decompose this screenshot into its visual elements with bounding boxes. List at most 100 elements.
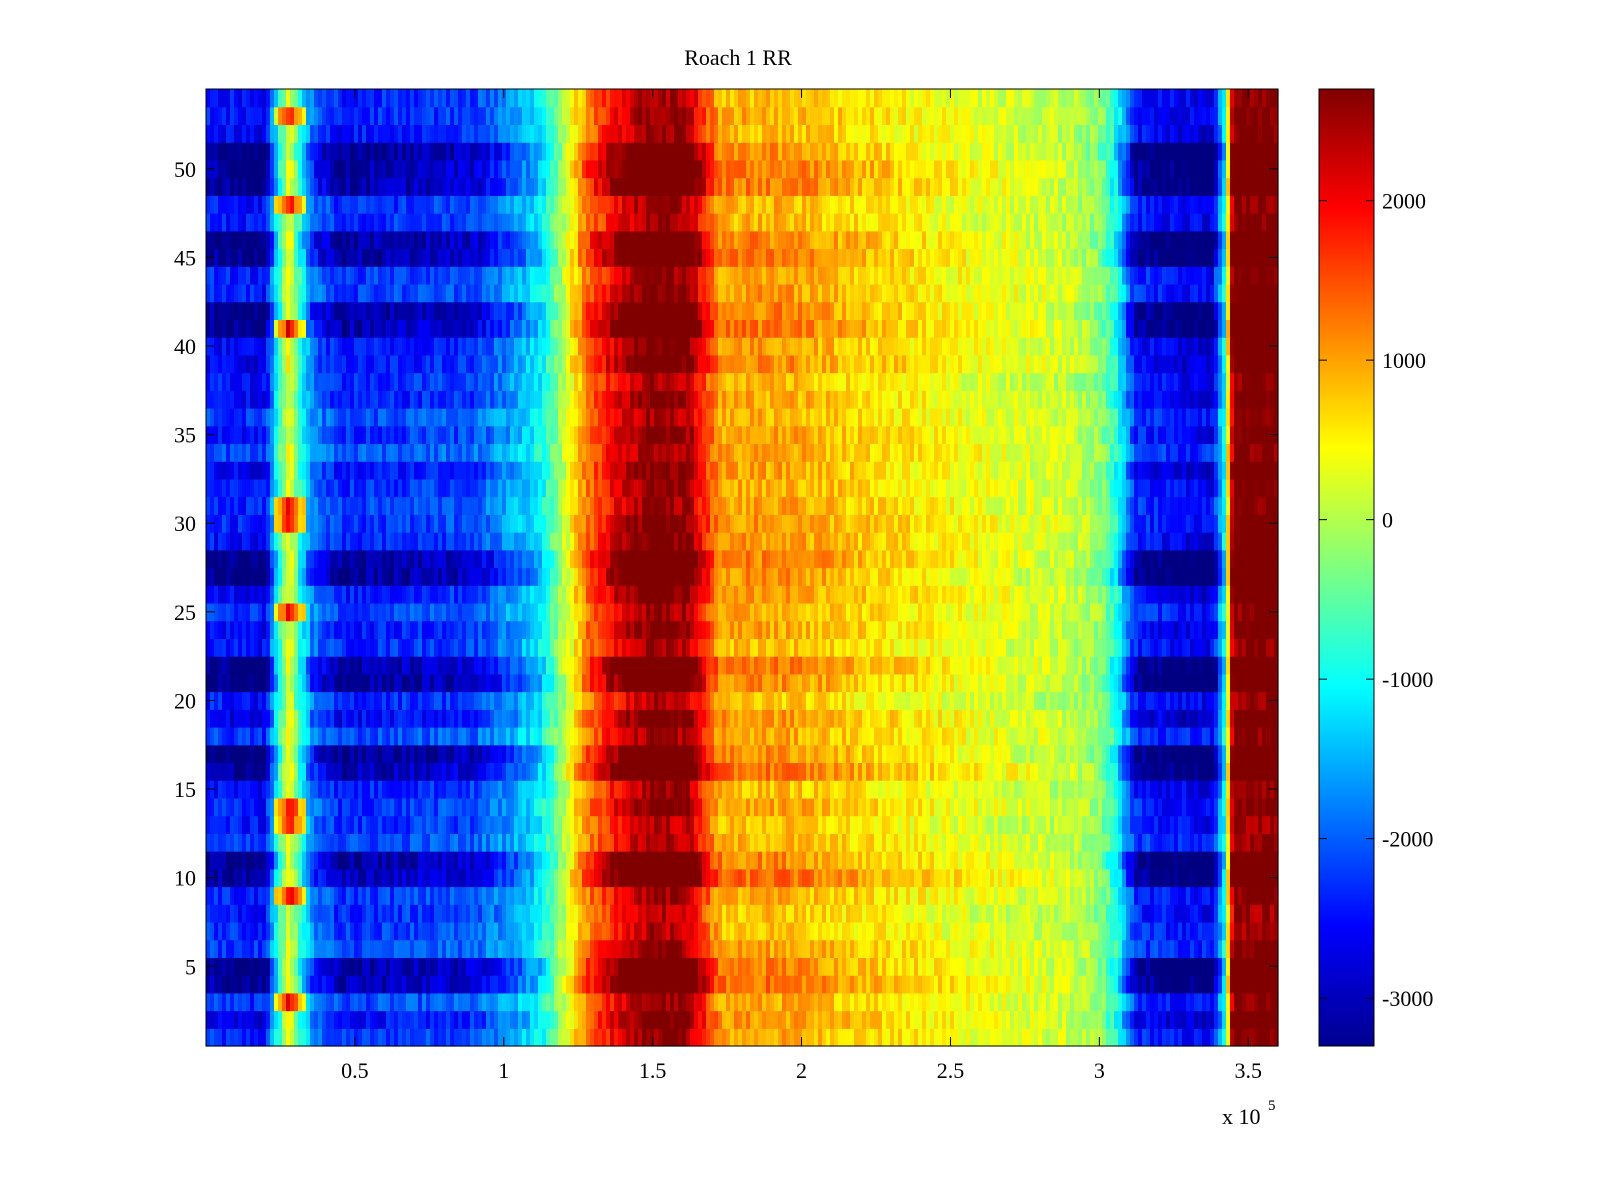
heatmap-cell bbox=[422, 1010, 427, 1029]
heatmap-cell bbox=[878, 957, 883, 976]
heatmap-cell bbox=[846, 744, 851, 764]
heatmap-cell bbox=[458, 851, 463, 870]
heatmap-cell bbox=[342, 762, 347, 781]
heatmap-cell bbox=[1042, 744, 1047, 764]
heatmap-cell bbox=[606, 797, 611, 817]
heatmap-cell bbox=[846, 709, 851, 728]
heatmap-cell bbox=[638, 1028, 643, 1047]
heatmap-cell bbox=[802, 744, 807, 764]
heatmap-cell bbox=[718, 904, 723, 923]
heatmap-cell bbox=[694, 957, 699, 976]
heatmap-cell bbox=[262, 904, 267, 923]
heatmap-cell bbox=[306, 709, 311, 728]
heatmap-cell bbox=[830, 833, 835, 852]
heatmap-cell bbox=[458, 868, 463, 888]
heatmap-cell bbox=[630, 992, 635, 1012]
heatmap-cell bbox=[242, 780, 247, 799]
heatmap-cell bbox=[610, 1010, 615, 1029]
heatmap-cell bbox=[1006, 797, 1011, 817]
heatmap-cell bbox=[1110, 744, 1115, 764]
heatmap-cell bbox=[282, 833, 287, 852]
heatmap-cell bbox=[758, 957, 763, 976]
heatmap-cell bbox=[1194, 886, 1199, 905]
heatmap-cell bbox=[334, 868, 339, 888]
heatmap-cell bbox=[778, 815, 783, 834]
heatmap-cell bbox=[1262, 1010, 1267, 1029]
heatmap-cell bbox=[374, 780, 379, 799]
heatmap-cell bbox=[390, 851, 395, 870]
heatmap-cell bbox=[398, 744, 403, 764]
heatmap-cell bbox=[786, 921, 791, 941]
heatmap-cell bbox=[938, 797, 943, 817]
heatmap-cell bbox=[1226, 780, 1231, 799]
heatmap-cell bbox=[422, 868, 427, 888]
heatmap-cell bbox=[778, 886, 783, 905]
heatmap-cell bbox=[322, 868, 327, 888]
heatmap-cell bbox=[526, 851, 531, 870]
heatmap-cell bbox=[1018, 1010, 1023, 1029]
heatmap-cell bbox=[1066, 886, 1071, 905]
heatmap-cell bbox=[1242, 797, 1247, 817]
heatmap-cell bbox=[314, 727, 319, 746]
heatmap-cell bbox=[1134, 1028, 1139, 1047]
heatmap-cell bbox=[778, 744, 783, 764]
heatmap-cell bbox=[494, 851, 499, 870]
heatmap-cell bbox=[614, 833, 619, 852]
heatmap-cell bbox=[446, 1028, 451, 1047]
heatmap-cell bbox=[618, 727, 623, 746]
heatmap-cell bbox=[1026, 992, 1031, 1012]
heatmap-cell bbox=[1246, 992, 1251, 1012]
heatmap-cell bbox=[394, 815, 399, 834]
heatmap-cell bbox=[642, 833, 647, 852]
heatmap-cell bbox=[602, 709, 607, 728]
heatmap-cell bbox=[250, 709, 255, 728]
heatmap-cell bbox=[350, 709, 355, 728]
heatmap-cell bbox=[422, 904, 427, 923]
heatmap-cell bbox=[622, 992, 627, 1012]
heatmap-cell bbox=[642, 851, 647, 870]
heatmap-cell bbox=[270, 744, 275, 764]
heatmap-cell bbox=[1030, 1010, 1035, 1029]
heatmap-cell bbox=[538, 727, 543, 746]
heatmap-cell bbox=[866, 815, 871, 834]
heatmap-cell bbox=[1086, 886, 1091, 905]
heatmap-cell bbox=[934, 815, 939, 834]
heatmap-cell bbox=[650, 744, 655, 764]
heatmap-cell bbox=[222, 833, 227, 852]
heatmap-cell bbox=[266, 939, 271, 958]
heatmap-cell bbox=[758, 833, 763, 852]
heatmap-cell bbox=[422, 727, 427, 746]
heatmap-cell bbox=[346, 868, 351, 888]
heatmap-cell bbox=[622, 780, 627, 799]
heatmap-cell bbox=[1074, 744, 1079, 764]
heatmap-cell bbox=[650, 780, 655, 799]
heatmap-cell bbox=[754, 1010, 759, 1029]
heatmap-cell bbox=[262, 833, 267, 852]
heatmap-cell bbox=[382, 1028, 387, 1047]
heatmap-cell bbox=[498, 975, 503, 994]
heatmap-cell bbox=[1158, 1010, 1163, 1029]
heatmap-cell bbox=[282, 939, 287, 958]
heatmap-cell bbox=[730, 886, 735, 905]
heatmap-cell bbox=[1006, 1010, 1011, 1029]
heatmap-cell bbox=[930, 833, 935, 852]
heatmap-cell bbox=[1002, 868, 1007, 888]
heatmap-cell bbox=[314, 868, 319, 888]
heatmap-cell bbox=[898, 744, 903, 764]
heatmap-cell bbox=[1106, 921, 1111, 941]
heatmap-cell bbox=[566, 833, 571, 852]
heatmap-cell bbox=[242, 886, 247, 905]
heatmap-cell bbox=[378, 762, 383, 781]
heatmap-cell bbox=[606, 886, 611, 905]
heatmap-cell bbox=[746, 797, 751, 817]
heatmap-cell bbox=[310, 727, 315, 746]
heatmap-cell bbox=[966, 797, 971, 817]
heatmap-cell bbox=[378, 851, 383, 870]
heatmap-cell bbox=[350, 815, 355, 834]
heatmap-cell bbox=[302, 904, 307, 923]
heatmap-cell bbox=[1010, 921, 1015, 941]
heatmap-cell bbox=[1098, 851, 1103, 870]
heatmap-cell bbox=[882, 992, 887, 1012]
heatmap-cell bbox=[1062, 904, 1067, 923]
heatmap-cell bbox=[262, 815, 267, 834]
